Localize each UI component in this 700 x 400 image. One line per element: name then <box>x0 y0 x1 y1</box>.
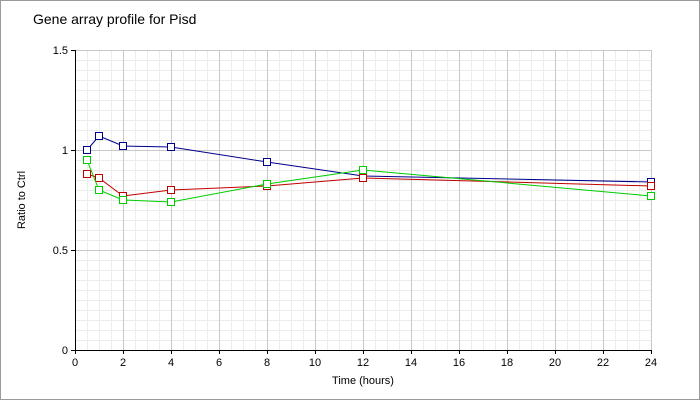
series-point <box>263 180 271 188</box>
y-tick-label: 0 <box>62 345 68 357</box>
y-axis-label: Ratio to Ctrl <box>16 171 28 229</box>
series-point <box>647 182 655 190</box>
series-point <box>263 158 271 166</box>
series-layer <box>83 132 655 206</box>
series-point <box>167 198 175 206</box>
series-point <box>167 186 175 194</box>
x-axis-label: Time (hours) <box>332 375 394 387</box>
y-tick-label: 1.5 <box>53 45 68 57</box>
x-tick-label: 2 <box>120 357 126 369</box>
x-tick-label: 0 <box>72 357 78 369</box>
x-tick-label: 24 <box>645 357 657 369</box>
series-point <box>167 143 175 151</box>
x-tick-label: 8 <box>264 357 270 369</box>
series-point <box>95 132 103 140</box>
series-point <box>359 166 367 174</box>
x-tick-label: 16 <box>453 357 465 369</box>
x-tick-label: 6 <box>216 357 222 369</box>
x-tick-label: 4 <box>168 357 174 369</box>
series-point <box>83 146 91 154</box>
series-point <box>359 174 367 182</box>
x-tick-label: 10 <box>309 357 321 369</box>
x-tick-label: 20 <box>549 357 561 369</box>
x-tick-label: 14 <box>405 357 417 369</box>
x-tick-label: 22 <box>597 357 609 369</box>
series-point <box>119 196 127 204</box>
series-point <box>95 174 103 182</box>
series-point <box>647 192 655 200</box>
x-tick-label: 12 <box>357 357 369 369</box>
y-tick-label: 0.5 <box>53 245 68 257</box>
series-point <box>95 186 103 194</box>
series-point <box>119 142 127 150</box>
y-tick-label: 1 <box>62 145 68 157</box>
chart-title: Gene array profile for Pisd <box>33 11 197 27</box>
major-gridlines <box>75 50 652 350</box>
axes <box>71 50 652 354</box>
series-point <box>83 170 91 178</box>
series-point <box>83 156 91 164</box>
x-tick-label: 18 <box>501 357 513 369</box>
